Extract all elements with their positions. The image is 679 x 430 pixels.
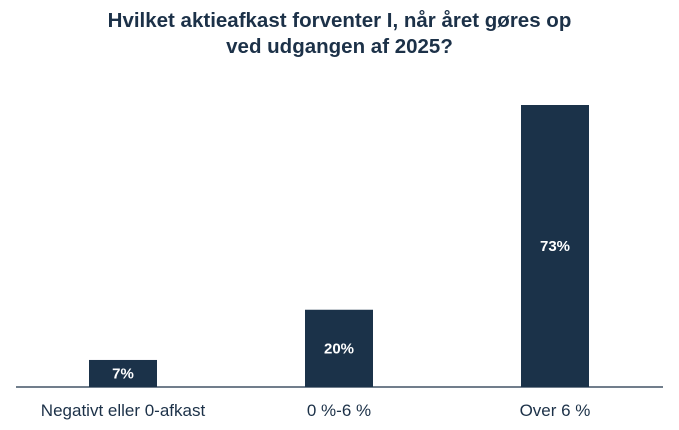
category-label-3: Over 6 %: [520, 401, 591, 420]
category-label-1: Negativt eller 0-afkast: [41, 401, 206, 420]
bar-2: [305, 309, 373, 387]
bar-value-label-2: 20%: [324, 340, 354, 357]
category-label-2: 0 %-6 %: [307, 401, 371, 420]
bar-value-label-1: 7%: [112, 365, 134, 382]
bar-3: [521, 105, 589, 387]
chart-title-line-1: Hvilket aktieafkast forventer I, når åre…: [107, 9, 572, 32]
bar-1: [89, 359, 157, 387]
chart-title: Hvilket aktieafkast forventer I, når åre…: [0, 8, 679, 60]
bar-value-label-3: 73%: [540, 238, 570, 255]
chart-title-line-2: ved udgangen af 2025?: [226, 35, 453, 58]
